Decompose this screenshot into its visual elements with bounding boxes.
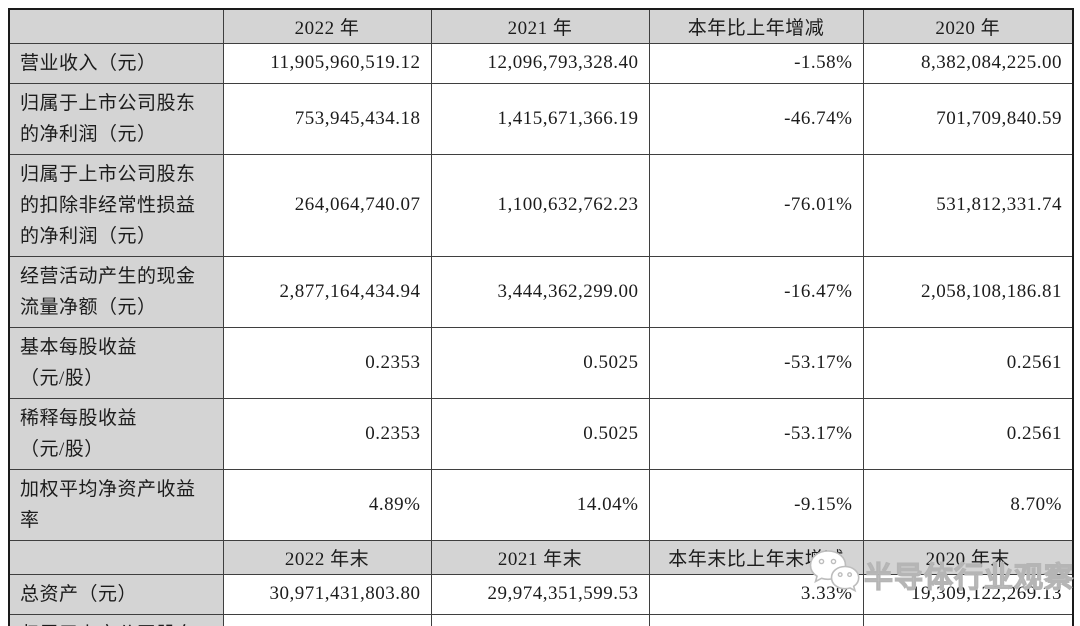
table-row-total-assets: 总资产（元） 30,971,431,803.80 29,974,351,599.… <box>8 573 1074 615</box>
row-label: 归属于上市公司股东 的净资产（元） <box>8 613 224 626</box>
table-row-weighted-avg-roe: 加权平均净资产收益 率 4.89% 14.04% -9.15% 8.70% <box>8 468 1074 541</box>
table-row-header-year: 2022 年 2021 年 本年比上年增减 2020 年 <box>8 8 1074 44</box>
cell-value: 3,444,362,299.00 <box>430 255 650 328</box>
cell-value: 15,789,099,171.17 <box>222 613 432 626</box>
table-row-operating-cash-flow: 经营活动产生的现金 流量净额（元） 2,877,164,434.94 3,444… <box>8 255 1074 328</box>
cell-value: 1,100,632,762.23 <box>430 153 650 257</box>
cell-value: 701,709,840.59 <box>862 82 1074 155</box>
cell-value: 531,812,331.74 <box>862 153 1074 257</box>
cell-value: 3.33% <box>648 573 864 615</box>
row-label: 归属于上市公司股东 的扣除非经常性损益 的净利润（元） <box>8 153 224 257</box>
cell-value: -16.47% <box>648 255 864 328</box>
cell-value: 753,945,434.18 <box>222 82 432 155</box>
cell-value: 8,382,084,225.00 <box>862 42 1074 84</box>
table-row-revenue: 营业收入（元） 11,905,960,519.12 12,096,793,328… <box>8 42 1074 84</box>
header-corner-cell <box>8 539 224 575</box>
cell-value: 0.2561 <box>862 326 1074 399</box>
cell-value: -76.01% <box>648 153 864 257</box>
cell-value: -53.17% <box>648 397 864 470</box>
cell-value: 2,058,108,186.81 <box>862 255 1074 328</box>
cell-value: 12,096,793,328.40 <box>430 42 650 84</box>
cell-value: 8.70% <box>862 468 1074 541</box>
cell-value: 0.2353 <box>222 326 432 399</box>
cell-value: 29,974,351,599.53 <box>430 573 650 615</box>
cell-value: 8,506,531,614.77 <box>862 613 1074 626</box>
cell-value: 0.5025 <box>430 397 650 470</box>
header-2022: 2022 年 <box>222 8 432 44</box>
cell-value: 1,415,671,366.19 <box>430 82 650 155</box>
cell-value: -9.15% <box>648 468 864 541</box>
cell-value: 19,309,122,269.13 <box>862 573 1074 615</box>
row-label: 经营活动产生的现金 流量净额（元） <box>8 255 224 328</box>
header-2021: 2021 年 <box>430 8 650 44</box>
row-label: 营业收入（元） <box>8 42 224 84</box>
cell-value: 2,877,164,434.94 <box>222 255 432 328</box>
table-row-header-yearend: 2022 年末 2021 年末 本年末比上年末增减 2020 年末 <box>8 539 1074 575</box>
key-financial-data-table: 2022 年 2021 年 本年比上年增减 2020 年 营业收入（元） 11,… <box>8 8 1074 626</box>
cell-value: 14.04% <box>430 468 650 541</box>
header-yoy-change: 本年比上年增减 <box>648 8 864 44</box>
row-label: 基本每股收益 （元/股） <box>8 326 224 399</box>
cell-value: 15,049,446,789.13 <box>430 613 650 626</box>
row-label: 稀释每股收益 （元/股） <box>8 397 224 470</box>
header-corner-cell <box>8 8 224 44</box>
cell-value: -1.58% <box>648 42 864 84</box>
row-label: 加权平均净资产收益 率 <box>8 468 224 541</box>
header-yearend-change: 本年末比上年末增减 <box>648 539 864 575</box>
cell-value: 4.89% <box>222 468 432 541</box>
header-2022-yearend: 2022 年末 <box>222 539 432 575</box>
table-row-net-assets: 归属于上市公司股东 的净资产（元） 15,789,099,171.17 15,0… <box>8 613 1074 626</box>
cell-value: -46.74% <box>648 82 864 155</box>
cell-value: 264,064,740.07 <box>222 153 432 257</box>
header-2021-yearend: 2021 年末 <box>430 539 650 575</box>
table-row-net-profit: 归属于上市公司股东 的净利润（元） 753,945,434.18 1,415,6… <box>8 82 1074 155</box>
table-row-diluted-eps: 稀释每股收益 （元/股） 0.2353 0.5025 -53.17% 0.256… <box>8 397 1074 470</box>
cell-value: 0.5025 <box>430 326 650 399</box>
cell-value: 0.2561 <box>862 397 1074 470</box>
cell-value: 4.91% <box>648 613 864 626</box>
header-2020: 2020 年 <box>862 8 1074 44</box>
cell-value: 11,905,960,519.12 <box>222 42 432 84</box>
row-label: 归属于上市公司股东 的净利润（元） <box>8 82 224 155</box>
cell-value: 0.2353 <box>222 397 432 470</box>
table-row-basic-eps: 基本每股收益 （元/股） 0.2353 0.5025 -53.17% 0.256… <box>8 326 1074 399</box>
header-2020-yearend: 2020 年末 <box>862 539 1074 575</box>
table-row-net-profit-excl-nonrecurring: 归属于上市公司股东 的扣除非经常性损益 的净利润（元） 264,064,740.… <box>8 153 1074 257</box>
cell-value: 30,971,431,803.80 <box>222 573 432 615</box>
cell-value: -53.17% <box>648 326 864 399</box>
row-label: 总资产（元） <box>8 573 224 615</box>
